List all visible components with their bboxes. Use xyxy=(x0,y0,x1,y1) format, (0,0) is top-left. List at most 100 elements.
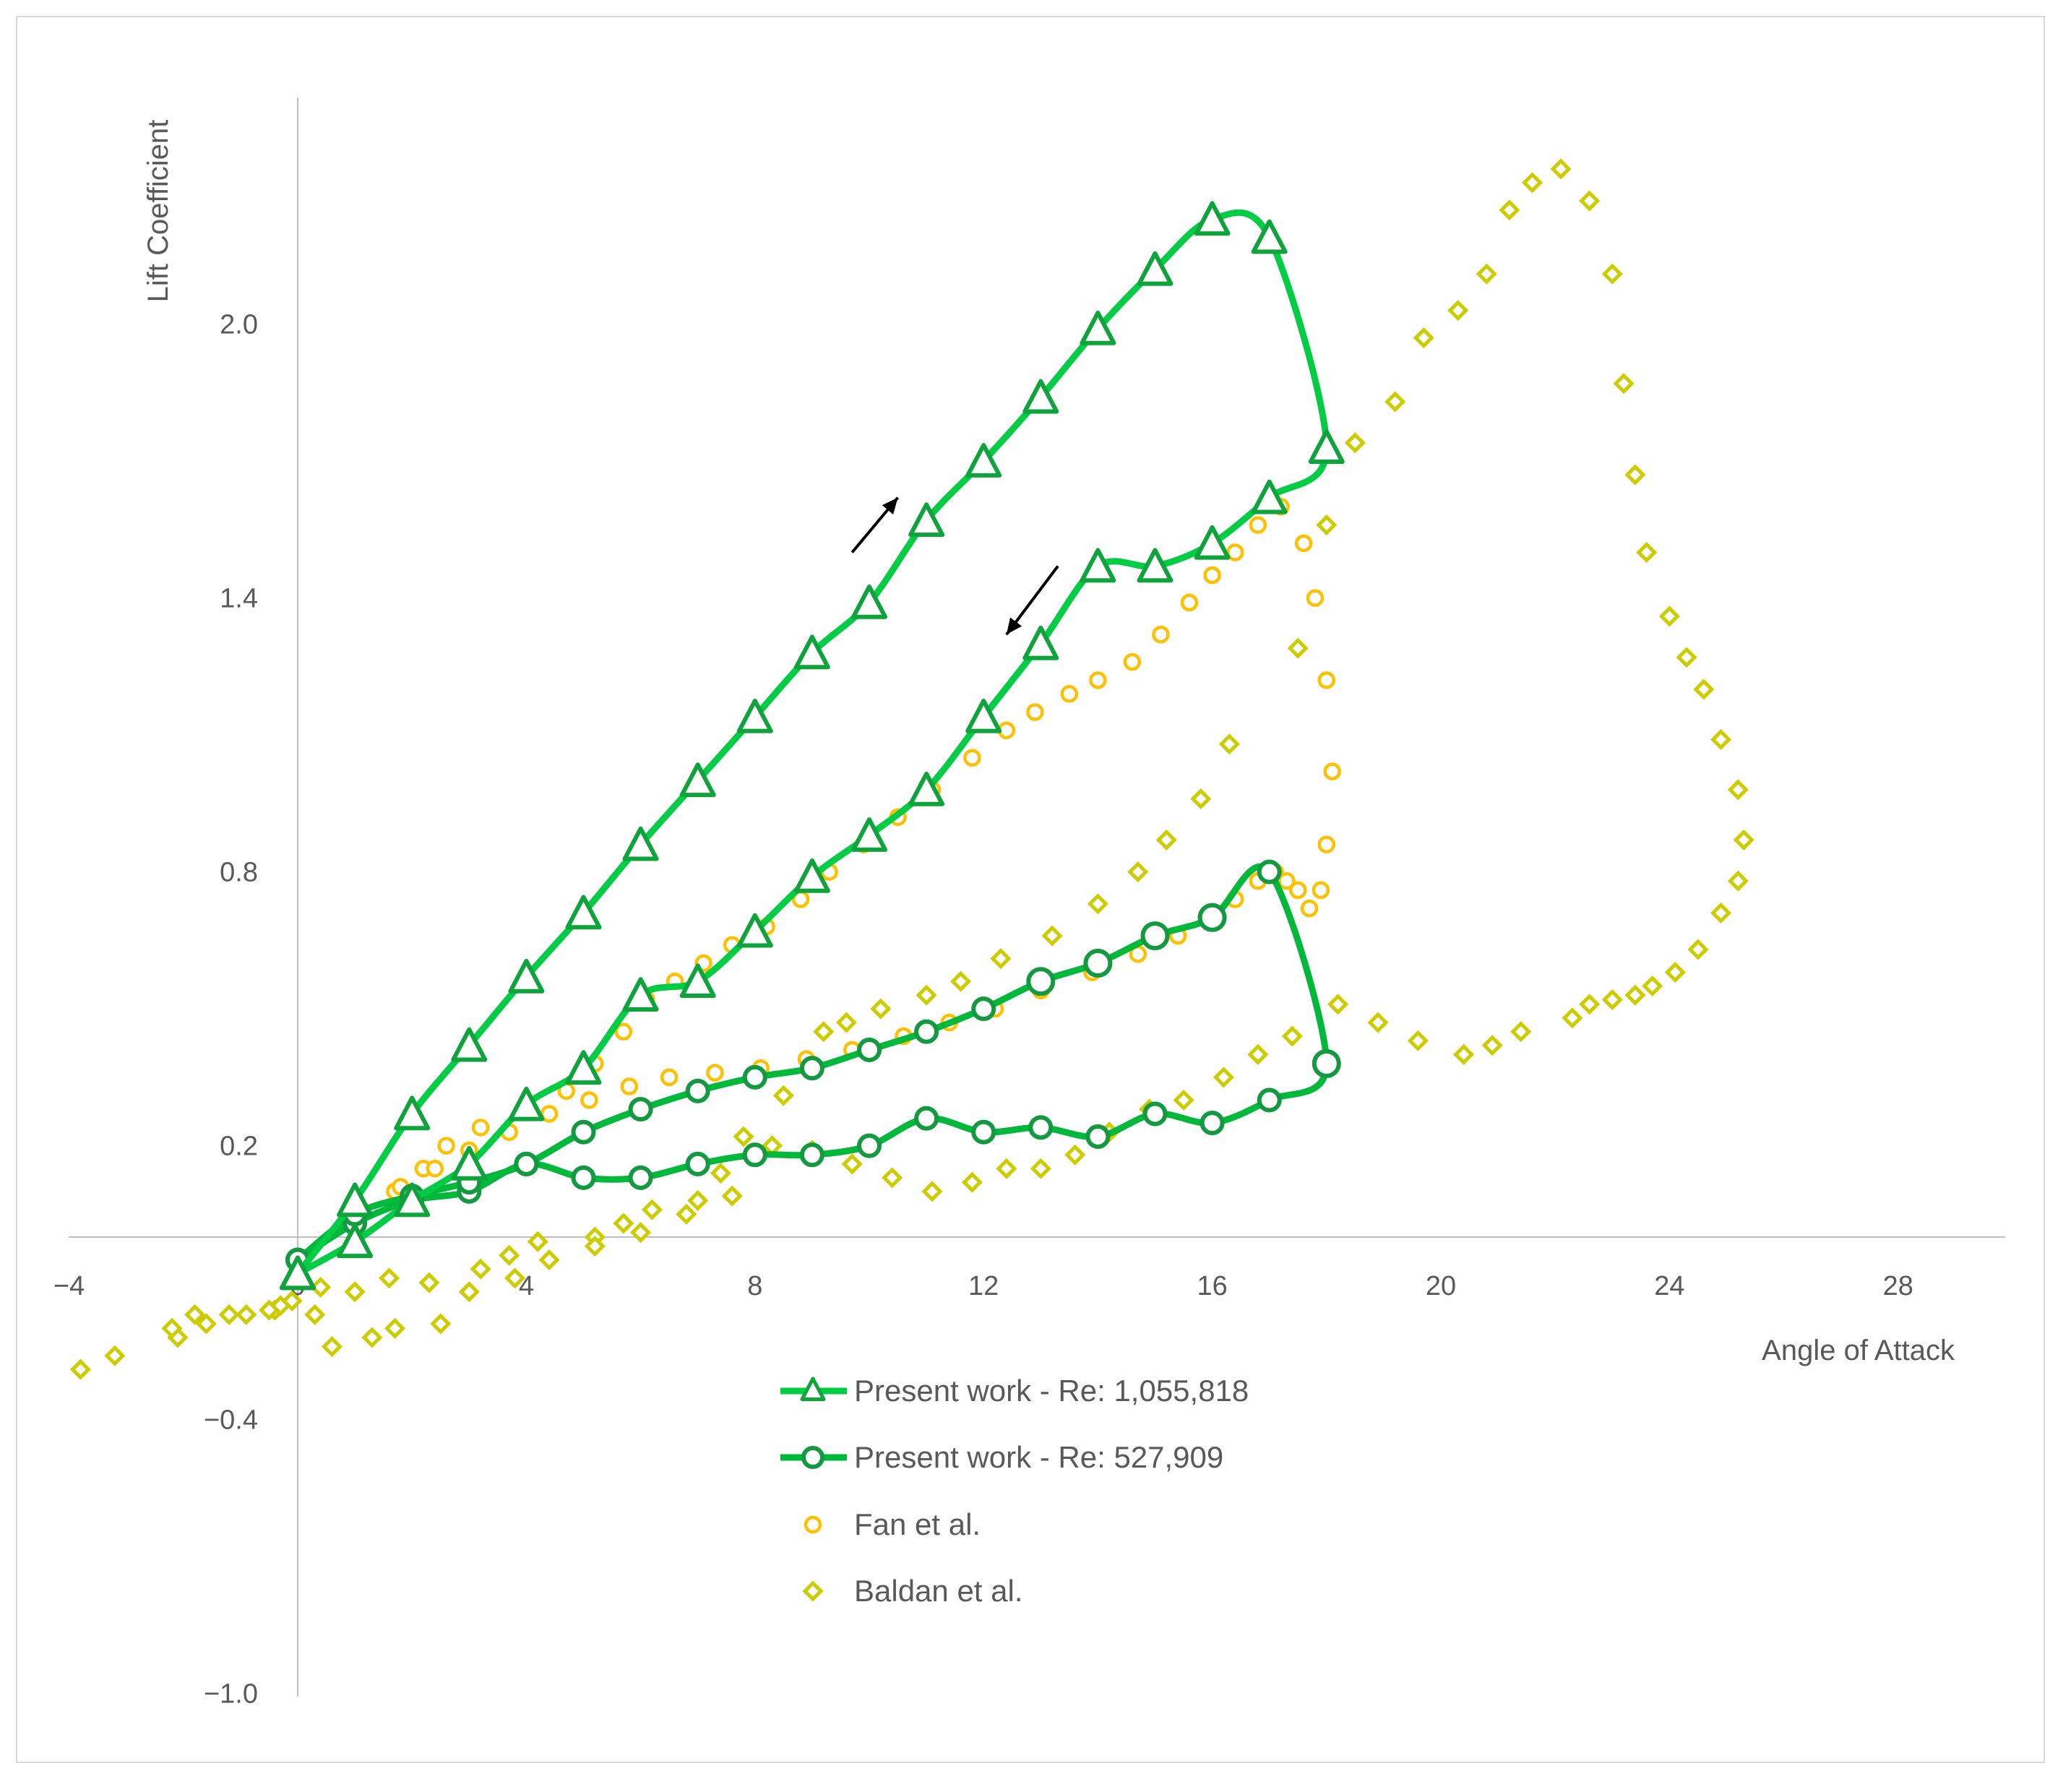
baldan-point xyxy=(1710,902,1732,924)
baldan-point xyxy=(710,1163,731,1184)
fan-point xyxy=(620,1077,639,1095)
baldan-point xyxy=(384,1317,406,1339)
baldan-point xyxy=(458,1281,480,1303)
re-1055818-point xyxy=(965,698,1002,733)
re-1055818-point xyxy=(736,698,773,733)
x-tick-label: −4 xyxy=(53,1271,85,1301)
fan-point xyxy=(540,1105,559,1123)
baldan-point xyxy=(1367,1012,1389,1033)
baldan-point xyxy=(1613,373,1635,395)
fan-point xyxy=(963,749,981,767)
re-1055818-point xyxy=(965,443,1002,478)
legend-diamond-marker xyxy=(802,1580,824,1602)
re-527909-point xyxy=(971,1119,996,1145)
re-527909-point xyxy=(571,1165,596,1190)
re-1055818-point xyxy=(679,963,716,999)
fan-point xyxy=(1294,534,1313,553)
legend-label: Fan et al. xyxy=(854,1507,981,1541)
baldan-point xyxy=(161,1317,183,1339)
baldan-point xyxy=(1064,1144,1086,1166)
fan-point xyxy=(1203,566,1221,585)
baldan-point xyxy=(1579,190,1601,212)
re-527909-point xyxy=(1312,1048,1341,1078)
baldan-point xyxy=(184,1304,206,1325)
re-1055818-point xyxy=(1080,310,1116,345)
re-1055818-point xyxy=(337,1223,374,1259)
baldan-point xyxy=(1476,263,1497,285)
fan-point xyxy=(614,1022,633,1041)
baldan-point xyxy=(1384,391,1406,413)
re-527909-point xyxy=(628,1165,653,1190)
re-1055818-point xyxy=(908,502,945,538)
baldan-point xyxy=(1693,679,1715,700)
baldan-point xyxy=(538,1249,560,1271)
baldan-point xyxy=(1155,829,1177,850)
fan-point xyxy=(1306,589,1325,607)
x-tick-label: 8 xyxy=(747,1271,762,1301)
baldan-point xyxy=(321,1336,343,1358)
baldan-point xyxy=(281,1290,303,1311)
baldan-point xyxy=(1601,263,1623,285)
baldan-point xyxy=(733,1126,754,1147)
re-527909-point xyxy=(685,1151,710,1176)
baldan-point xyxy=(1087,893,1108,915)
baldan-point xyxy=(499,1244,520,1266)
re-1055818-point xyxy=(394,1182,431,1218)
re-527909-point xyxy=(1257,1087,1282,1113)
baldan-point xyxy=(379,1267,400,1289)
x-axis-title: Angle of Attack xyxy=(1762,1335,1955,1366)
fan-point xyxy=(426,1159,444,1178)
baldan-point xyxy=(1281,1025,1303,1047)
re-527909-point xyxy=(514,1151,539,1176)
re-1055818-point xyxy=(1137,548,1173,583)
re-527909-point xyxy=(1085,1124,1111,1150)
baldan-point xyxy=(1733,829,1754,850)
re-1055818-point xyxy=(793,634,830,670)
baldan-point xyxy=(304,1304,326,1325)
baldan-point xyxy=(1213,1067,1234,1088)
baldan-point xyxy=(1453,1043,1475,1065)
legend-label: Baldan et al. xyxy=(854,1574,1023,1608)
baldan-point xyxy=(584,1236,606,1257)
baldan-point xyxy=(258,1299,280,1321)
fan-point xyxy=(1312,881,1330,900)
y-tick-label: −0.4 xyxy=(204,1405,258,1436)
legend-item: Present work - Re: 527,909 xyxy=(780,1440,1223,1474)
plot-area xyxy=(69,158,1754,1380)
re-527909-point xyxy=(742,1064,767,1090)
baldan-point xyxy=(1218,733,1240,755)
legend-triangle-marker xyxy=(800,1377,826,1401)
baldan-point xyxy=(1687,939,1709,960)
legend-item: Fan et al. xyxy=(804,1507,981,1541)
baldan-point xyxy=(1316,514,1338,536)
legend-item: Present work - Re: 1,055,818 xyxy=(780,1374,1249,1408)
baldan-point xyxy=(1550,158,1572,180)
fan-point xyxy=(1323,762,1341,780)
re-527909-point xyxy=(799,1142,824,1168)
re-1055818-point xyxy=(280,1255,316,1291)
re-1055818-point xyxy=(736,913,773,948)
baldan-point xyxy=(470,1258,491,1280)
direction-arrows xyxy=(850,496,1059,636)
fan-point xyxy=(1317,835,1336,853)
fan-point xyxy=(1123,652,1142,671)
baldan-point xyxy=(1190,788,1212,810)
re-527909-point xyxy=(1197,903,1227,932)
re-1055818-point xyxy=(851,817,887,852)
fan-point xyxy=(1300,899,1319,918)
axes: −40481216202428−1.0−0.40.20.81.42.0Angle… xyxy=(53,98,2005,1710)
fan-point xyxy=(471,1119,490,1137)
y-tick-label: 1.4 xyxy=(220,584,258,614)
baldan-point xyxy=(613,1212,634,1234)
fan-point xyxy=(660,1068,679,1087)
y-tick-label: 0.2 xyxy=(220,1132,258,1162)
re-527909-point xyxy=(628,1097,653,1122)
y-tick-label: −1.0 xyxy=(204,1679,258,1710)
baldan-point xyxy=(841,1153,863,1175)
baldan-point xyxy=(69,1358,91,1380)
baldan-point xyxy=(1522,172,1543,194)
baldan-point xyxy=(1041,925,1063,947)
legend-open-circle-marker xyxy=(804,1515,822,1534)
re-527909-point xyxy=(1257,859,1282,884)
baldan-point xyxy=(1287,637,1309,659)
